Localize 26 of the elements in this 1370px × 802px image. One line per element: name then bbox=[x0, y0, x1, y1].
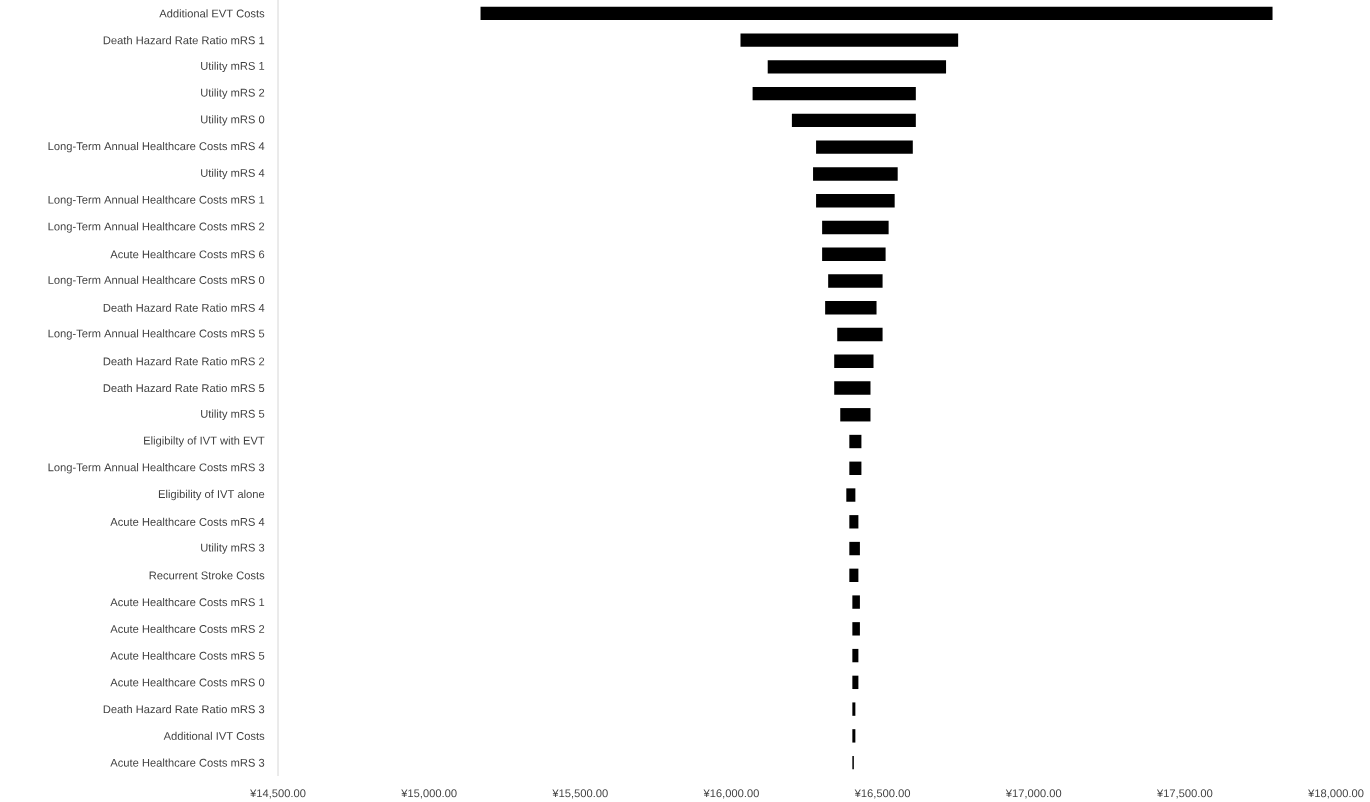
bar bbox=[828, 274, 883, 288]
bar bbox=[834, 354, 874, 368]
bar bbox=[822, 247, 886, 261]
bar bbox=[825, 301, 877, 315]
bar bbox=[852, 648, 859, 663]
bar bbox=[852, 675, 859, 690]
bar bbox=[813, 167, 898, 181]
bar bbox=[849, 515, 859, 529]
bar bbox=[822, 220, 889, 235]
bar bbox=[852, 622, 860, 636]
bar bbox=[852, 595, 860, 609]
bar bbox=[834, 381, 871, 395]
bar bbox=[837, 327, 883, 342]
bar bbox=[849, 541, 860, 556]
bar bbox=[840, 408, 871, 422]
bar bbox=[816, 194, 895, 208]
bar bbox=[767, 60, 947, 74]
bar bbox=[816, 140, 913, 154]
bar bbox=[849, 461, 862, 475]
bar bbox=[791, 113, 916, 128]
bar bbox=[740, 33, 959, 47]
bar bbox=[480, 6, 1273, 21]
bar bbox=[849, 434, 862, 449]
bar bbox=[752, 86, 916, 101]
bar bbox=[849, 568, 859, 583]
bar bbox=[846, 488, 856, 502]
